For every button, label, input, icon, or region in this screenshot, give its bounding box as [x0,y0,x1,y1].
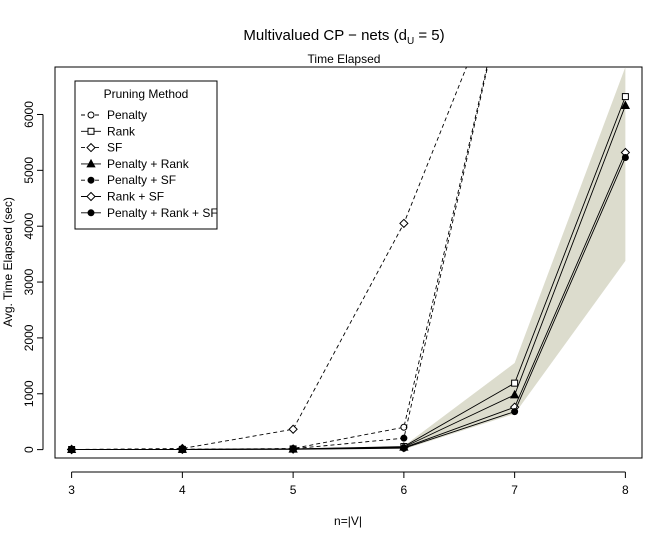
legend-marker [86,191,96,202]
data-point-penalty-rank [620,100,631,110]
legend-marker [87,176,95,184]
data-point-penalty-rank-sf [621,153,629,161]
x-tick-label: 3 [68,483,75,497]
legend-marker [87,209,95,217]
plot-frame [54,66,643,459]
series-penalty-rank-sf [68,153,629,454]
legend-marker [87,127,95,135]
data-point-penalty [400,423,408,431]
y-tick-label: 1000 [22,380,36,407]
legend-marker [86,142,96,153]
data-point-rank [621,93,629,101]
y-tick-label: 2000 [22,324,36,351]
series-line-penalty-rank-sf [71,157,626,450]
legend-label: Penalty + Rank [107,157,190,171]
x-tick-label: 5 [290,483,297,497]
legend-item-penalty-rank-sf: Penalty + Rank + SF [81,206,218,220]
legend-box [74,80,218,230]
legend-label: Penalty + Rank + SF [107,206,218,220]
legend-title: Pruning Method [104,87,189,101]
legend-item-penalty-rank: Penalty + Rank [81,157,190,171]
legend-item-rank: Rank [81,124,136,138]
x-tick-label: 7 [511,483,518,497]
data-point-rank [511,379,519,387]
data-point-penalty-rank [509,389,520,399]
legend: Pruning Method Penalty Rank SF Penalty + Ran… [74,80,218,230]
y-tick-label: 3000 [22,268,36,295]
data-point-sf [399,218,409,229]
chart-title: Multivalued CP − nets (dU = 5) [243,27,444,47]
legend-marker [86,158,96,168]
x-tick-label: 8 [622,483,629,497]
data-point-penalty-rank-sf [68,446,76,454]
chart-title-subscript: U [407,36,414,47]
data-point-penalty-rank-sf [511,408,519,416]
y-axis-label: Avg. Time Elapsed (sec) [1,197,15,327]
y-tick-label: 4000 [22,213,36,240]
y-tick-label: 6000 [22,101,36,128]
x-tick-label: 4 [179,483,186,497]
chart-subtitle: Time Elapsed [308,52,381,66]
data-point-penalty-rank-sf [178,445,186,453]
y-tick-label: 5000 [22,157,36,184]
legend-item-penalty: Penalty [81,108,147,122]
legend-label: Rank + SF [107,190,164,204]
legend-item-sf: SF [81,141,122,155]
data-point-penalty-sf [400,434,408,442]
data-point-penalty-rank-sf [400,444,408,452]
legend-label: Penalty + SF [107,173,176,187]
legend-label: SF [107,141,122,155]
legend-item-penalty-sf: Penalty + SF [81,173,176,187]
x-axis-label: n=|V| [334,514,362,528]
y-tick-label: 0 [22,446,36,453]
legend-item-rank-sf: Rank + SF [81,190,164,204]
data-point-sf [288,424,298,434]
data-point-penalty-rank-sf [289,445,297,453]
series-line-sf [71,67,468,450]
legend-marker [87,111,95,119]
legend-label: Penalty [107,108,147,122]
legend-label: Rank [107,124,136,138]
x-tick-label: 6 [401,483,408,497]
